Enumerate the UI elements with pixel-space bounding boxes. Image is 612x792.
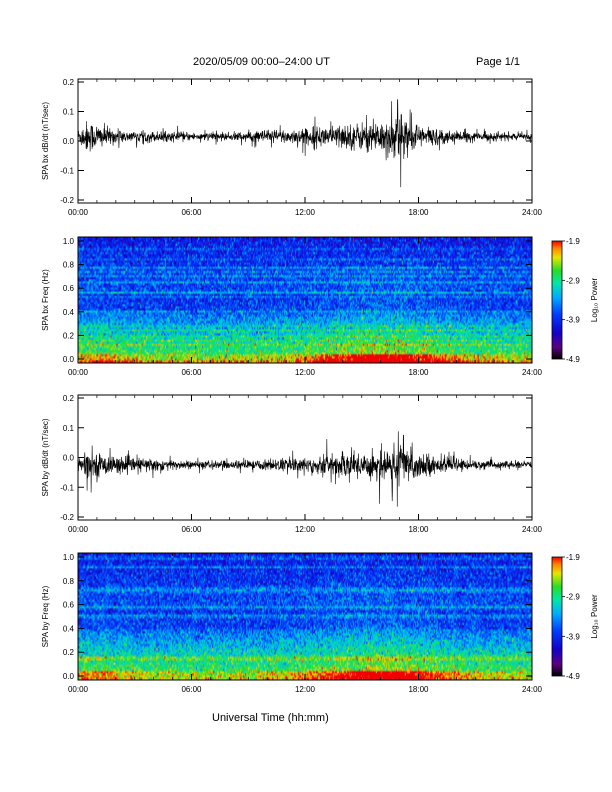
x-tick-label: 18:00	[408, 685, 429, 694]
y-tick-label: 1.0	[63, 237, 75, 246]
y-tick-label: 0.0	[63, 137, 75, 146]
y-tick-label: -0.1	[60, 483, 74, 492]
x-tick-label: 18:00	[408, 208, 429, 217]
x-tick-label: 06:00	[181, 525, 202, 534]
y-tick-label: 0.8	[63, 261, 75, 270]
x-tick-label: 24:00	[522, 525, 543, 534]
colorbar-tick-label: -2.9	[566, 276, 580, 285]
x-tick-label: 06:00	[181, 208, 202, 217]
colorbar-tick-label: -4.9	[566, 672, 580, 681]
y-tick-label: 0.4	[63, 624, 75, 633]
y-tick-label: 0.2	[63, 648, 75, 657]
y-tick-label: -0.1	[60, 167, 74, 176]
y-axis-label: SPA bx dB/dt (nT/sec)	[41, 102, 50, 180]
plot-frame	[77, 394, 533, 521]
y-tick-label: 0.1	[63, 108, 75, 117]
spectrogram-image	[78, 237, 532, 363]
y-tick-label: 0.6	[63, 601, 75, 610]
x-tick-label: 06:00	[181, 685, 202, 694]
spectrogram-image	[78, 553, 532, 680]
x-tick-label: 00:00	[68, 208, 89, 217]
y-tick-label: 0.8	[63, 577, 75, 586]
y-tick-label: 0.2	[63, 78, 75, 87]
y-axis-label: SPA by dB/dt (nT/sec)	[41, 418, 50, 496]
x-tick-label: 00:00	[68, 368, 89, 377]
x-tick-label: 00:00	[68, 525, 89, 534]
y-axis-label: SPA by Freq (Hz)	[41, 585, 50, 647]
colorbar-label: Log₁₀ Power	[590, 594, 599, 639]
colorbar-tick-label: -1.9	[566, 237, 580, 246]
y-tick-label: -0.2	[60, 196, 74, 205]
x-tick-label: 12:00	[295, 368, 316, 377]
colorbar	[551, 556, 563, 677]
y-tick-label: 0.4	[63, 308, 75, 317]
colorbar-tick-label: -3.9	[566, 316, 580, 325]
y-tick-label: 0.2	[63, 331, 75, 340]
x-tick-label: 24:00	[522, 208, 543, 217]
x-tick-label: 18:00	[408, 525, 429, 534]
panel-4: 00:00 06:00 12:00 18:00 24:00 1.0 0.8 0.6 0.4 0.2…	[41, 552, 599, 694]
series-line	[77, 99, 533, 188]
x-tick-label: 24:00	[522, 685, 543, 694]
colorbar-tick-label: -2.9	[566, 593, 580, 602]
y-tick-label: 0.0	[63, 454, 75, 463]
x-tick-label: 12:00	[295, 685, 316, 694]
page-number: Page 1/1	[476, 56, 521, 68]
panel-2: 00:00 06:00 12:00 18:00 24:00 1.0 0.8 0.6 0.4 0.2…	[41, 236, 599, 377]
page-title: 2020/05/09 00:00–24:00 UT	[193, 56, 331, 68]
colorbar-tick-label: -1.9	[566, 553, 580, 562]
panel-1: 00:00 06:00 12:00 18:00 24:00 0.2 0.1 0.0 -0.1 -0…	[41, 78, 543, 217]
y-tick-label: 0.2	[63, 394, 75, 403]
series-line	[77, 431, 533, 507]
x-tick-label: 12:00	[295, 525, 316, 534]
colorbar-label: Log₁₀ Power	[590, 278, 599, 323]
y-tick-label: 0.0	[63, 355, 75, 364]
x-axis-label: Universal Time (hh:mm)	[212, 712, 329, 724]
x-tick-label: 06:00	[181, 368, 202, 377]
colorbar-tick-label: -3.9	[566, 632, 580, 641]
y-axis-label: SPA bx Freq (Hz)	[41, 269, 50, 331]
colorbar	[551, 240, 563, 360]
y-tick-label: 0.1	[63, 424, 75, 433]
x-tick-label: 12:00	[295, 208, 316, 217]
colorbar-tick-label: -4.9	[566, 355, 580, 364]
y-tick-label: -0.2	[60, 513, 74, 522]
y-tick-label: 0.6	[63, 284, 75, 293]
page-header: 2020/05/09 00:00–24:00 UT Page 1/1	[0, 0, 612, 80]
x-tick-label: 24:00	[522, 368, 543, 377]
panel-3: 00:00 06:00 12:00 18:00 24:00 0.2 0.1 0.0 -0.1 -0…	[41, 394, 543, 534]
y-tick-label: 1.0	[63, 553, 75, 562]
y-tick-label: 0.0	[63, 672, 75, 681]
x-tick-label: 18:00	[408, 368, 429, 377]
x-tick-label: 00:00	[68, 685, 89, 694]
